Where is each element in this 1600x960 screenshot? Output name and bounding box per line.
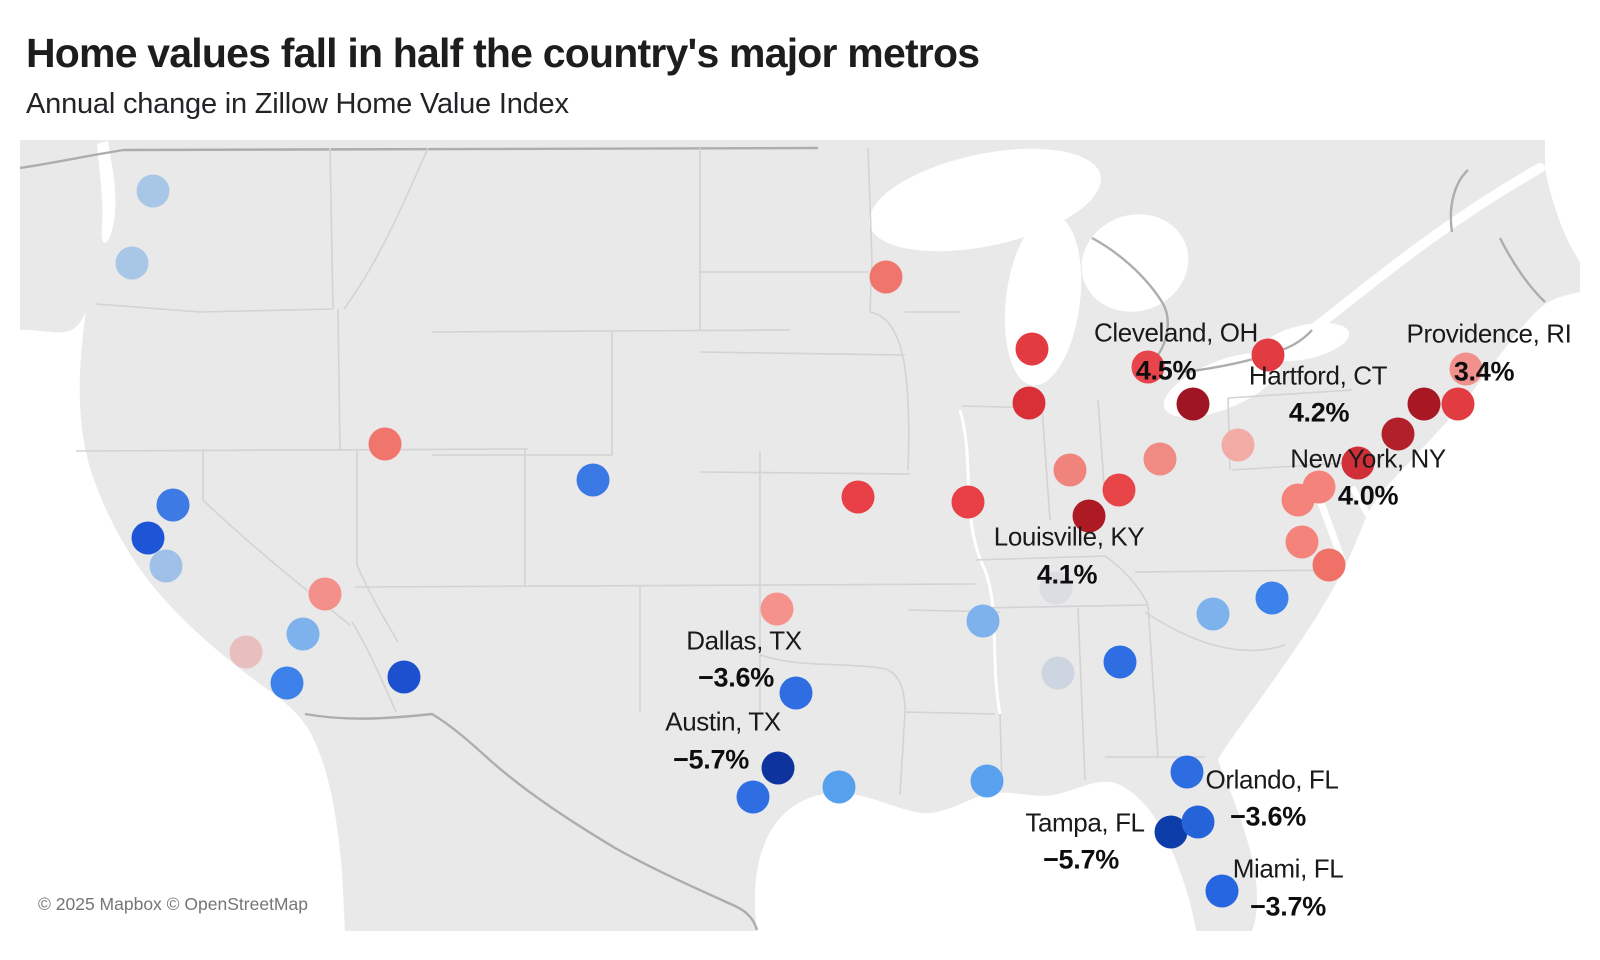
page-title: Home values fall in half the country's m… — [26, 30, 980, 76]
metro-dot[interactable] — [841, 480, 875, 514]
metro-dot[interactable] — [760, 592, 794, 626]
metro-dot-labeled[interactable] — [1407, 387, 1441, 421]
metro-dot[interactable] — [115, 246, 149, 280]
metro-value-label: −5.7% — [673, 744, 749, 775]
metro-dot[interactable] — [387, 660, 421, 694]
metro-dot[interactable] — [1251, 338, 1285, 372]
metro-dot[interactable] — [1102, 473, 1136, 507]
metro-name-label: Dallas, TX — [686, 625, 802, 656]
metro-dot[interactable] — [576, 463, 610, 497]
metro-dot[interactable] — [1341, 446, 1375, 480]
metro-name-label: Cleveland, OH — [1094, 317, 1258, 348]
metro-dot[interactable] — [1302, 470, 1336, 504]
metro-name-label: Providence, RI — [1406, 318, 1572, 349]
metro-dot-labeled[interactable] — [779, 676, 813, 710]
metro-name-label: New York, NY — [1290, 443, 1446, 474]
chesapeake-bay — [1316, 498, 1346, 562]
metro-value-label: −5.7% — [1043, 844, 1119, 875]
metro-value-label: −3.7% — [1250, 891, 1326, 922]
metro-name-label: Hartford, CT — [1248, 360, 1388, 391]
metro-dot[interactable] — [136, 174, 170, 208]
state-borders — [75, 147, 1361, 796]
delaware-bay — [1349, 485, 1371, 517]
metro-dot-labeled[interactable] — [761, 751, 795, 785]
metro-dot[interactable] — [1221, 428, 1255, 462]
metro-dot[interactable] — [736, 780, 770, 814]
gulf-of-mexico — [754, 781, 1196, 931]
metro-dot[interactable] — [869, 260, 903, 294]
metro-dot[interactable] — [368, 427, 402, 461]
metro-value-label: 4.0% — [1337, 480, 1399, 511]
mississippi-river — [958, 409, 1002, 715]
metro-dot[interactable] — [1285, 525, 1319, 559]
metro-dot[interactable] — [308, 577, 342, 611]
metro-dot-labeled[interactable] — [1176, 387, 1210, 421]
metro-name-label: Miami, FL — [1232, 853, 1344, 884]
metro-dot[interactable] — [1103, 645, 1137, 679]
metro-dot[interactable] — [1039, 571, 1073, 605]
metro-name-label: Tampa, FL — [1025, 807, 1145, 838]
metro-dot[interactable] — [149, 549, 183, 583]
metro-dot[interactable] — [131, 521, 165, 555]
metro-name-label: Orlando, FL — [1205, 764, 1339, 795]
metro-dot[interactable] — [1053, 453, 1087, 487]
metro-dot[interactable] — [822, 770, 856, 804]
metro-value-label: 3.4% — [1453, 356, 1515, 387]
atlantic-ocean — [1218, 292, 1580, 931]
metro-value-label: 4.5% — [1135, 355, 1197, 386]
metro-dot[interactable] — [1255, 581, 1289, 615]
metro-dot[interactable] — [286, 617, 320, 651]
metro-dot[interactable] — [1449, 352, 1483, 386]
country-borders — [19, 146, 1546, 931]
metro-dot[interactable] — [1312, 548, 1346, 582]
page-subtitle: Annual change in Zillow Home Value Index — [26, 88, 569, 120]
great-lakes — [869, 148, 1350, 418]
metro-dot[interactable] — [970, 764, 1004, 798]
metro-dot-labeled[interactable] — [1181, 805, 1215, 839]
metro-dot[interactable] — [1196, 597, 1230, 631]
metro-dot[interactable] — [951, 485, 985, 519]
st-lawrence-river — [1307, 163, 1545, 335]
metro-dot[interactable] — [1015, 332, 1049, 366]
metro-dot[interactable] — [156, 488, 190, 522]
metro-value-label: −3.6% — [1230, 801, 1306, 832]
metro-value-label: 4.1% — [1036, 559, 1098, 590]
metro-dot[interactable] — [229, 635, 263, 669]
metro-value-label: 4.2% — [1288, 397, 1350, 428]
metro-value-label: −3.6% — [698, 662, 774, 693]
metro-dot-labeled[interactable] — [1381, 417, 1415, 451]
metro-dot-labeled[interactable] — [1072, 499, 1106, 533]
metro-dot[interactable] — [1012, 386, 1046, 420]
puget-sound — [97, 141, 116, 243]
metro-dot[interactable] — [1041, 656, 1075, 690]
pacific-ocean — [20, 310, 345, 931]
metro-dot[interactable] — [1131, 350, 1165, 384]
metro-dot-labeled[interactable] — [1441, 387, 1475, 421]
metro-dot[interactable] — [1143, 442, 1177, 476]
metro-dot[interactable] — [1170, 755, 1204, 789]
metro-name-label: Austin, TX — [665, 706, 781, 737]
gulf-of-st-lawrence — [1545, 140, 1580, 262]
metro-dot-labeled[interactable] — [1205, 874, 1239, 908]
metro-name-label: Louisville, KY — [993, 521, 1145, 552]
metro-dot[interactable] — [966, 604, 1000, 638]
metro-dot[interactable] — [270, 666, 304, 700]
map-attribution[interactable]: © 2025 Mapbox © OpenStreetMap — [30, 891, 318, 920]
